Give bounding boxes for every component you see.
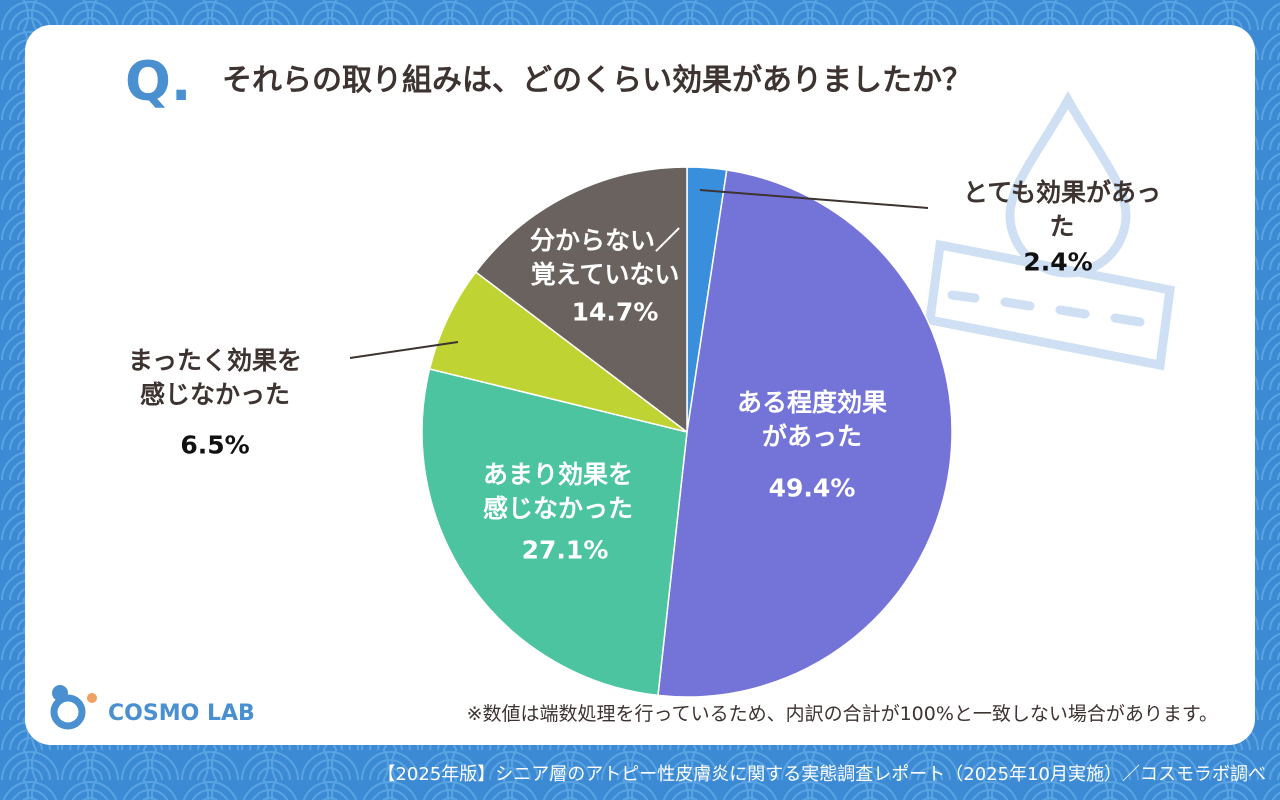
decoration	[924, 90, 1176, 371]
leader-line	[699, 189, 929, 209]
brand: COSMO LAB	[108, 701, 255, 726]
note: ※数値は端数処理を行っているため、内訳の合計が100%と一致しない場合があります…	[467, 703, 1218, 725]
value-label: 14.7%	[571, 297, 659, 327]
question-mark: Q.	[125, 50, 191, 113]
pie-slice	[474, 166, 688, 434]
source: 【2025年版】シニア層のアトピー性皮膚炎に関する実態調査レポート（2025年1…	[377, 764, 1266, 785]
slice-label: まったく効果を 感じなかった	[127, 346, 303, 409]
slice-label: 分からない／ 覚えていない	[529, 226, 681, 289]
slice-label: とても効果があった	[962, 178, 1161, 241]
value-label: 2.4%	[1023, 247, 1093, 277]
slice-label: あまり効果を 感じなかった	[482, 460, 634, 523]
value-label: 49.4%	[768, 473, 856, 503]
logo	[50, 685, 97, 730]
leader-line	[349, 341, 459, 359]
slice-label: ある程度効果 があった	[736, 388, 888, 451]
chart-title: それらの取り組みは、どのくらい効果がありましたか？	[222, 63, 972, 98]
value-label: 6.5%	[180, 430, 250, 460]
pie-slice	[657, 169, 953, 698]
pie-slice	[421, 368, 688, 697]
value-label: 27.1%	[521, 535, 609, 565]
